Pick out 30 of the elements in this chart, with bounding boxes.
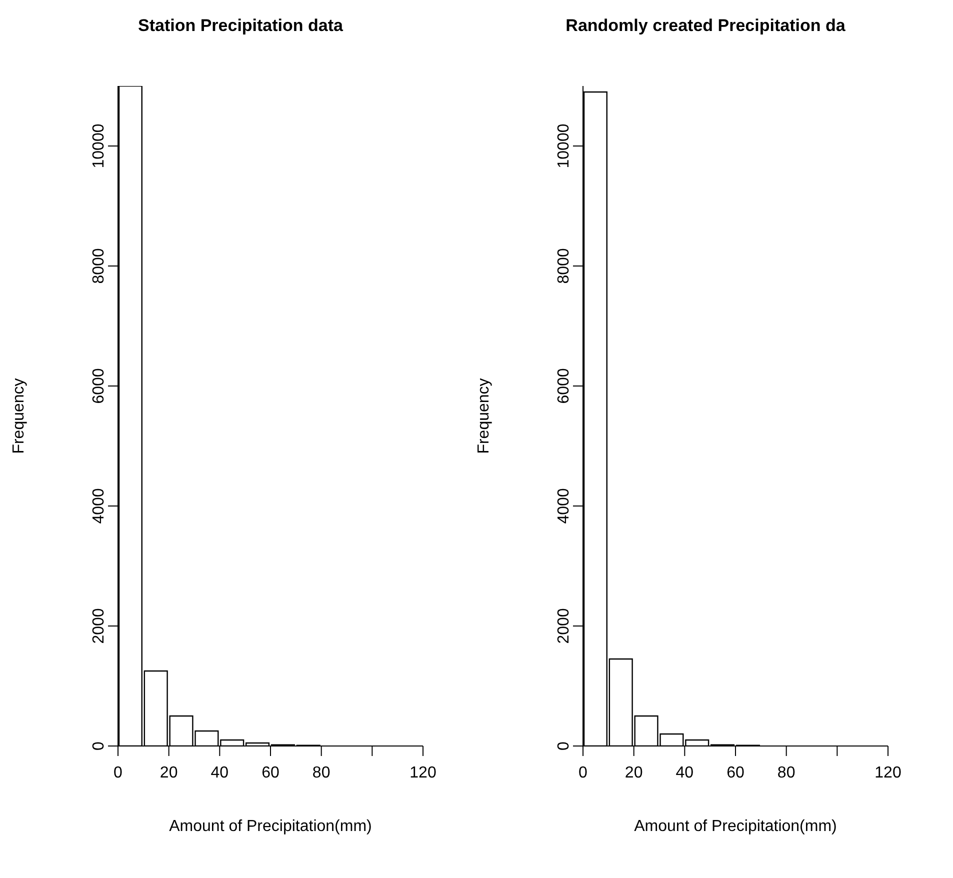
x-tick-label: 120 (874, 764, 902, 782)
y-tick-label: 10000 (556, 124, 573, 168)
x-axis-title: Amount of Precipitation(mm) (634, 818, 837, 835)
x-tick-label: 40 (676, 764, 694, 782)
y-tick-label: 8000 (556, 248, 573, 284)
x-tick-label: 60 (262, 764, 280, 782)
y-tick-label: 8000 (90, 248, 108, 284)
y-axis-title: Frequency (10, 378, 28, 454)
y-tick-label: 4000 (556, 488, 573, 524)
x-tick-label: 40 (210, 764, 229, 782)
x-tick-label: 20 (624, 764, 643, 782)
x-tick-label: 0 (578, 764, 588, 782)
y-tick-label: 0 (556, 741, 573, 750)
x-tick-label: 60 (726, 764, 744, 782)
x-tick-label: 120 (410, 764, 436, 782)
y-tick-label: 4000 (90, 488, 108, 524)
y-tick-label: 6000 (556, 368, 573, 404)
x-tick-label: 80 (777, 764, 796, 782)
y-axis-title: Frequency (476, 378, 493, 454)
y-tick-label: 10000 (90, 124, 108, 168)
x-axis-title: Amount of Precipitation(mm) (169, 818, 372, 835)
y-tick-label: 0 (90, 741, 108, 750)
y-tick-label: 2000 (90, 608, 108, 644)
y-tick-label: 2000 (556, 608, 573, 644)
chart-title: Randomly created Precipitation da (564, 15, 846, 37)
x-tick-label: 80 (312, 764, 330, 782)
chart-title: Station Precipitation data (137, 15, 344, 37)
y-tick-label: 6000 (90, 368, 108, 404)
x-tick-label: 20 (160, 764, 178, 782)
x-tick-label: 0 (114, 764, 123, 782)
